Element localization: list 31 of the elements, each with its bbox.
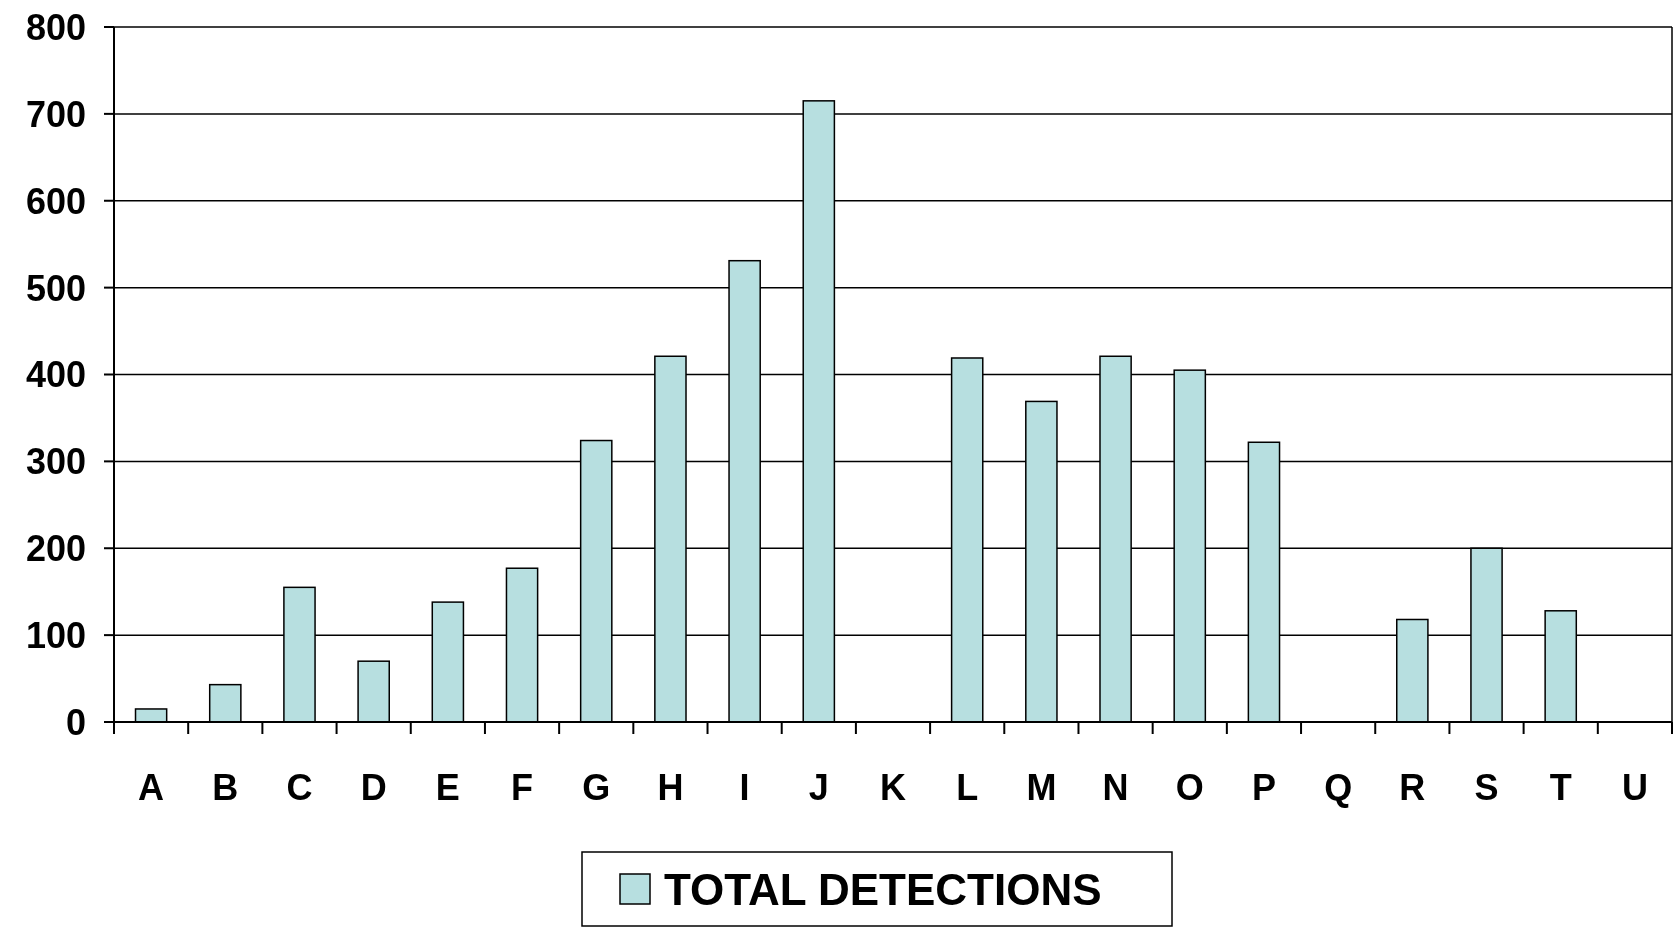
x-tick-label: S <box>1474 767 1499 808</box>
x-tick-label: G <box>582 767 611 808</box>
y-tick-label: 0 <box>65 701 86 743</box>
x-tick-label: P <box>1251 767 1276 808</box>
x-tick-label: D <box>360 767 387 808</box>
x-tick-label: H <box>657 767 684 808</box>
x-tick-label: N <box>1102 767 1129 808</box>
y-tick-label: 300 <box>25 441 86 483</box>
x-tick-label: T <box>1549 767 1572 808</box>
legend-label: TOTAL DETECTIONS <box>664 864 1102 914</box>
x-tick-label: L <box>956 767 979 808</box>
y-tick-label: 700 <box>25 93 86 135</box>
x-tick-label: Q <box>1324 767 1353 808</box>
x-tick-label: K <box>880 767 906 808</box>
y-tick-label: 200 <box>25 528 86 570</box>
x-tick-label: J <box>808 767 829 808</box>
x-tick-label: C <box>286 767 313 808</box>
x-tick-label: A <box>138 767 165 808</box>
x-tick-label: F <box>511 767 534 808</box>
y-tick-label: 800 <box>25 6 86 48</box>
y-tick-label: 500 <box>25 267 86 309</box>
y-tick-label: 400 <box>25 354 86 396</box>
x-tick-label: B <box>212 767 239 808</box>
x-tick-label: E <box>435 767 460 808</box>
x-tick-label: I <box>739 767 750 808</box>
x-tick-label: R <box>1399 767 1426 808</box>
y-tick-label: 600 <box>25 180 86 222</box>
x-tick-label: M <box>1026 767 1057 808</box>
y-tick-label: 100 <box>25 615 86 657</box>
x-tick-label: O <box>1175 767 1204 808</box>
x-tick-label: U <box>1621 767 1648 808</box>
